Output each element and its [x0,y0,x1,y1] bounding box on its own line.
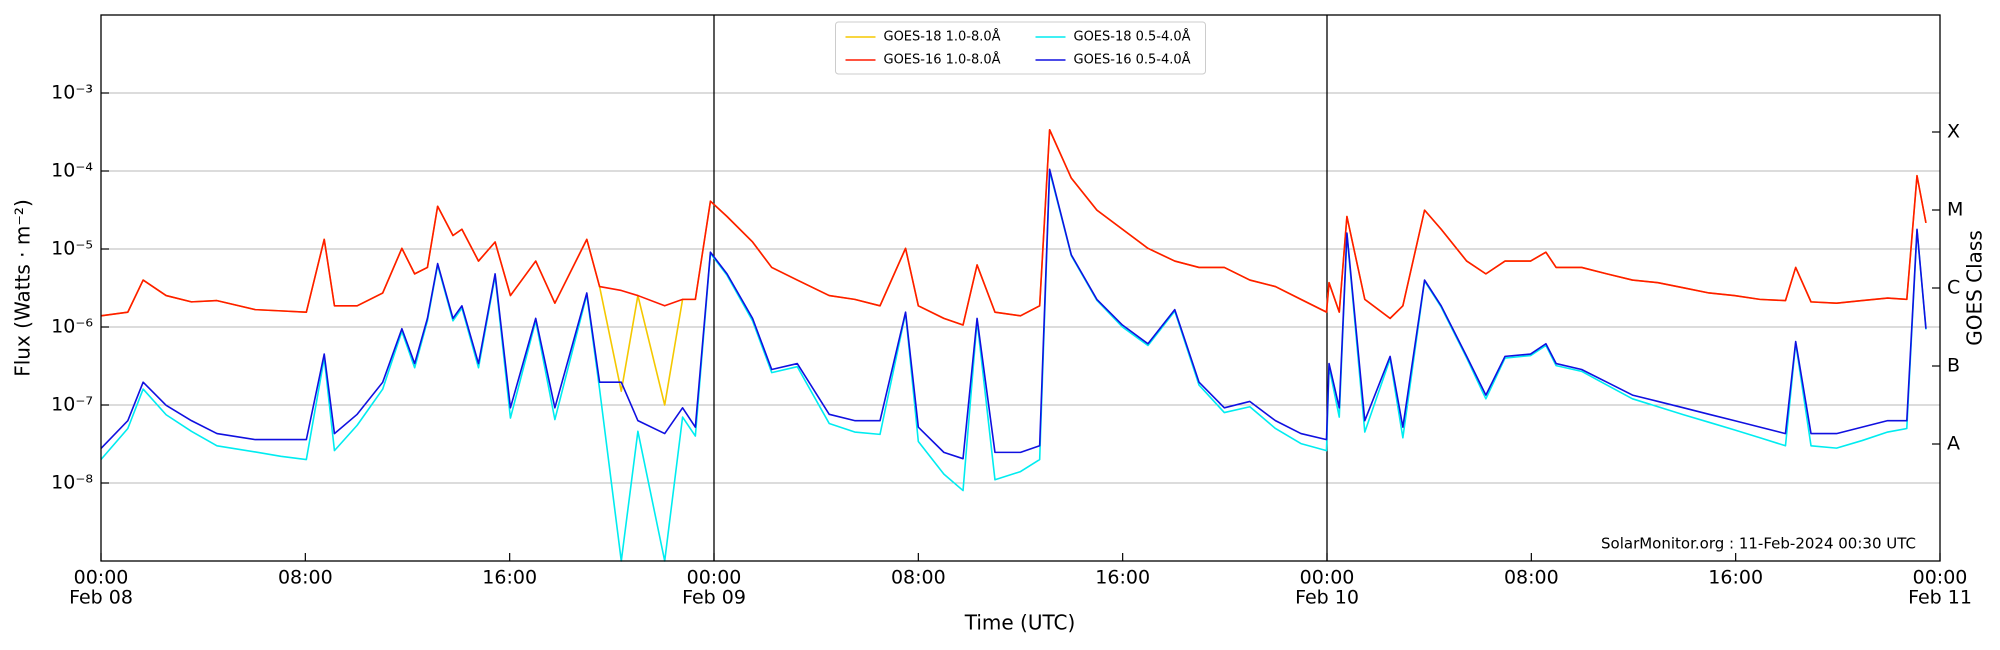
x-tick-label: 00:00 [687,567,742,589]
y2-tick-label: C [1947,277,1960,299]
series-line [100,128,1927,326]
annotation: SolarMonitor.org : 11-Feb-2024 00:30 UTC [1601,535,1916,553]
x-tick-label: 08:00 [278,567,333,589]
y-tick-label: 10⁻⁴ [51,160,93,182]
x-date-label: Feb 08 [69,587,133,609]
x-date-label: Feb 11 [1908,587,1972,609]
legend-box [835,21,1206,75]
y2-tick-label: M [1947,199,1963,221]
y-axis-label: Flux (Watts · m⁻²) [11,199,35,377]
y2-tick-label: B [1947,355,1960,377]
x-tick-label: 00:00 [1913,567,1968,589]
x-tick-label: 08:00 [891,567,946,589]
plot-frame [100,14,1941,562]
y-tick-label: 10⁻⁶ [51,316,93,338]
x-tick-label: 16:00 [1708,567,1763,589]
x-tick-label: 08:00 [1504,567,1559,589]
legend-label: GOES-16 1.0-8.0Å [884,52,1001,68]
y2-axis-label: GOES Class [1963,230,1987,346]
x-tick-label: 00:00 [1300,567,1355,589]
legend-label: GOES-16 0.5-4.0Å [1074,52,1191,68]
x-tick-label: 16:00 [482,567,537,589]
x-tick-label: 00:00 [74,567,129,589]
x-date-label: Feb 10 [1295,587,1359,609]
y-tick-label: 10⁻⁸ [51,472,93,494]
x-tick-label: 16:00 [1095,567,1150,589]
y2-tick-label: X [1947,121,1960,143]
y2-tick-label: A [1947,433,1960,455]
series-line [100,170,1927,562]
y-tick-label: 10⁻⁵ [51,238,93,260]
x-axis-label: Time (UTC) [964,611,1076,635]
legend-label: GOES-18 1.0-8.0Å [884,29,1001,45]
y-tick-label: 10⁻⁷ [51,394,93,416]
y-tick-label: 10⁻³ [51,82,93,104]
x-date-label: Feb 09 [682,587,746,609]
series-line [100,168,1927,460]
legend-label: GOES-18 0.5-4.0Å [1074,29,1191,45]
